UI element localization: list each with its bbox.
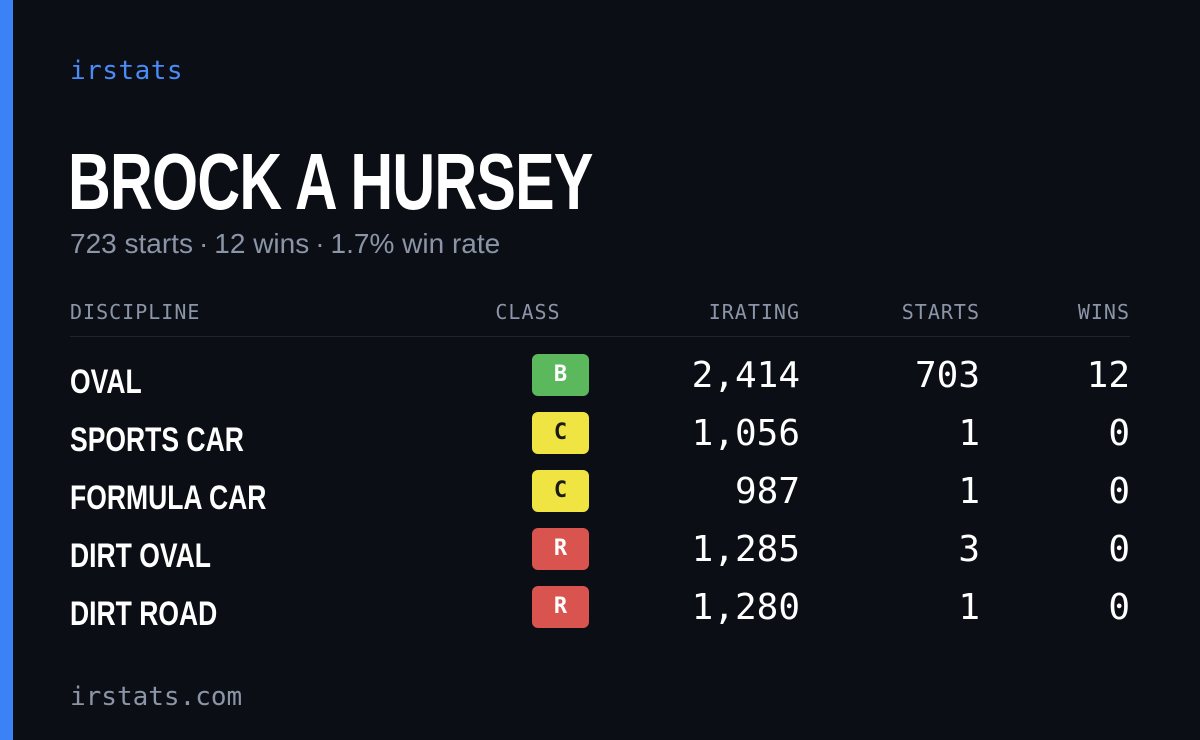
class-badge: C bbox=[532, 412, 589, 454]
table-row: OVAL B 2,414 703 12 bbox=[70, 349, 1130, 407]
table-header: DISCIPLINE CLASS IRATING STARTS WINS bbox=[70, 300, 1130, 337]
header-class: CLASS bbox=[495, 300, 561, 324]
header-wins: WINS bbox=[1077, 300, 1130, 324]
summary-separator: · bbox=[315, 228, 325, 259]
irating-value: 1,056 bbox=[691, 413, 800, 454]
summary-separator: · bbox=[198, 228, 209, 259]
wins-value: 0 bbox=[1108, 413, 1130, 454]
table-row: FORMULA CAR C 987 1 0 bbox=[70, 465, 1130, 523]
table-row: DIRT ROAD R 1,280 1 0 bbox=[70, 581, 1130, 639]
header-discipline: DISCIPLINE bbox=[70, 300, 201, 324]
class-badge: R bbox=[532, 586, 589, 628]
starts-value: 1 bbox=[958, 471, 980, 512]
starts-value: 3 bbox=[958, 529, 980, 570]
summary-wins: 12 wins bbox=[214, 228, 310, 259]
discipline-name: SPORTS CAR bbox=[70, 421, 244, 459]
starts-value: 1 bbox=[958, 587, 980, 628]
brand-logo: irstats bbox=[70, 56, 184, 86]
wins-value: 12 bbox=[1086, 355, 1130, 396]
irating-value: 987 bbox=[734, 471, 800, 512]
table-row: SPORTS CAR C 1,056 1 0 bbox=[70, 407, 1130, 465]
driver-summary: 723 starts · 12 wins · 1.7% win rate bbox=[70, 228, 500, 260]
starts-value: 1 bbox=[958, 413, 980, 454]
wins-value: 0 bbox=[1108, 529, 1130, 570]
header-starts: STARTS bbox=[901, 300, 980, 324]
discipline-name: DIRT ROAD bbox=[70, 595, 218, 633]
summary-win-rate: 1.7% win rate bbox=[330, 228, 501, 259]
irating-value: 1,285 bbox=[691, 529, 800, 570]
table-row: DIRT OVAL R 1,285 3 0 bbox=[70, 523, 1130, 581]
wins-value: 0 bbox=[1108, 587, 1130, 628]
footer-url: irstats.com bbox=[70, 682, 243, 712]
discipline-name: DIRT OVAL bbox=[70, 537, 211, 575]
table-body: OVAL B 2,414 703 12 SPORTS CAR C 1,056 1… bbox=[70, 349, 1130, 639]
irating-value: 1,280 bbox=[691, 587, 800, 628]
header-irating: IRATING bbox=[708, 300, 800, 324]
class-badge: B bbox=[532, 354, 589, 396]
driver-name: BROCK A HURSEY bbox=[68, 137, 593, 226]
class-badge: R bbox=[532, 528, 589, 570]
discipline-name: OVAL bbox=[70, 363, 142, 401]
class-badge: C bbox=[532, 470, 589, 512]
irating-value: 2,414 bbox=[691, 355, 800, 396]
wins-value: 0 bbox=[1108, 471, 1130, 512]
discipline-name: FORMULA CAR bbox=[70, 479, 267, 517]
starts-value: 703 bbox=[914, 355, 980, 396]
accent-bar bbox=[0, 0, 13, 740]
summary-starts: 723 starts bbox=[70, 228, 193, 259]
